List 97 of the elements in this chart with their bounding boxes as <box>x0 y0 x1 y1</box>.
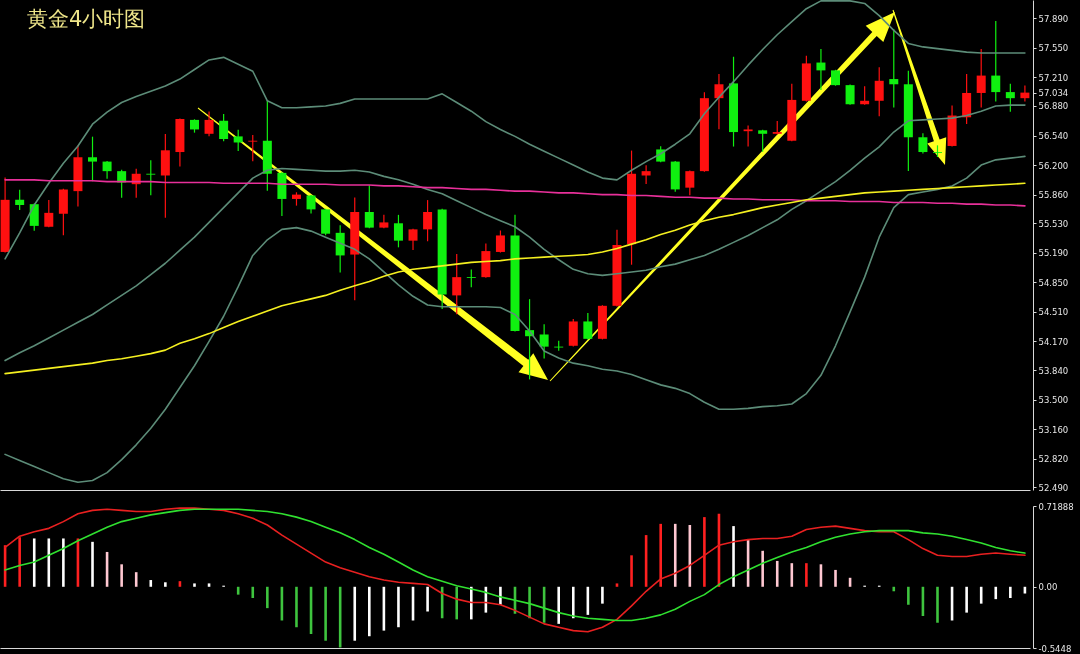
candlestick <box>991 21 1001 102</box>
candlestick <box>408 228 418 250</box>
bar <box>892 586 896 592</box>
bar <box>62 538 65 587</box>
bar <box>193 583 196 587</box>
y-tick-label: 56.540 <box>1038 131 1069 142</box>
bar <box>557 586 561 624</box>
y-tick-label: 53.160 <box>1038 424 1069 435</box>
bar <box>32 538 36 587</box>
bar <box>936 586 939 623</box>
candlestick <box>15 189 25 210</box>
y-tick-label: 54.510 <box>1038 307 1069 318</box>
bar <box>775 560 779 587</box>
bar <box>18 537 21 587</box>
bar <box>630 555 633 587</box>
candlestick <box>874 67 884 117</box>
bar <box>601 586 604 604</box>
candlestick <box>248 134 258 162</box>
y-tick-label: 52.820 <box>1038 454 1069 465</box>
bar <box>834 569 837 587</box>
candlestick <box>758 129 768 152</box>
y-tick-label: 53.500 <box>1038 395 1069 406</box>
candlestick <box>743 125 753 147</box>
candlestick <box>495 230 505 253</box>
candlestick <box>641 165 651 184</box>
y-tick-label: 57.550 <box>1038 43 1069 54</box>
candlestick <box>29 203 39 231</box>
bar <box>732 526 735 587</box>
bar <box>703 517 706 587</box>
candlestick <box>685 170 695 196</box>
bar <box>805 563 808 587</box>
bar <box>134 572 138 587</box>
bar <box>295 586 298 628</box>
y-tick-label: 54.850 <box>1038 277 1069 288</box>
y-tick-label: 53.840 <box>1038 365 1069 376</box>
candlestick <box>918 133 928 154</box>
bar <box>761 550 764 587</box>
bar <box>120 564 123 587</box>
line-series <box>4 155 1026 483</box>
candlestick <box>452 253 462 315</box>
line-series <box>4 182 1026 375</box>
candlestick <box>219 114 229 142</box>
candlestick <box>102 161 112 179</box>
bar <box>324 586 327 641</box>
candlestick <box>539 324 549 359</box>
y-tick-label: 55.190 <box>1038 248 1069 259</box>
y-tick-label: 56.200 <box>1038 160 1069 171</box>
bar <box>1009 586 1012 599</box>
y-tick-label: 57.210 <box>1038 72 1069 83</box>
y-tick-label: 55.860 <box>1038 190 1069 201</box>
y-tick-label: -0.5448 <box>1038 643 1072 654</box>
bar <box>907 586 910 605</box>
candlestick <box>88 136 98 182</box>
bar <box>673 523 677 587</box>
candlestick <box>714 74 724 130</box>
candlestick <box>44 200 54 228</box>
bar <box>164 582 167 587</box>
candlestick <box>554 340 564 351</box>
candlestick <box>1020 85 1030 102</box>
y-tick-label: 57.034 <box>1038 88 1069 99</box>
bar <box>994 586 998 600</box>
candlestick <box>423 200 433 242</box>
candlestick <box>204 111 214 137</box>
line-series <box>4 104 1026 362</box>
chart-title: 黄金4小时图 <box>27 7 146 31</box>
bar <box>149 580 153 587</box>
bar <box>266 586 269 609</box>
bar <box>368 586 371 637</box>
bar <box>965 586 968 613</box>
candlestick <box>889 28 899 108</box>
bar <box>659 523 662 587</box>
candlestick <box>583 313 593 340</box>
candlestick <box>845 84 855 105</box>
y-tick-label: 0.00 <box>1038 582 1058 593</box>
y-tick-label: 54.170 <box>1038 336 1069 347</box>
candlestick <box>146 160 156 196</box>
bar <box>397 586 400 628</box>
bar <box>91 541 94 587</box>
candlestick <box>1005 83 1015 112</box>
candlestick <box>976 48 986 108</box>
candlestick <box>233 129 243 151</box>
candlestick <box>335 225 345 273</box>
y-tick-label: 52.490 <box>1038 482 1069 493</box>
candlestick <box>816 48 826 91</box>
line-series <box>4 0 1026 260</box>
bar <box>571 586 575 619</box>
bar <box>455 586 459 620</box>
bar <box>426 586 429 612</box>
y-tick-label: 57.890 <box>1038 13 1069 24</box>
y-tick-label: 0.71888 <box>1038 501 1074 512</box>
y-tick-label: 56.880 <box>1038 101 1069 112</box>
candlestick <box>364 185 374 229</box>
candlestick <box>393 214 403 248</box>
bar <box>353 586 357 641</box>
candlestick <box>379 214 389 229</box>
y-tick-label: 55.530 <box>1038 218 1069 229</box>
bar <box>251 586 255 599</box>
